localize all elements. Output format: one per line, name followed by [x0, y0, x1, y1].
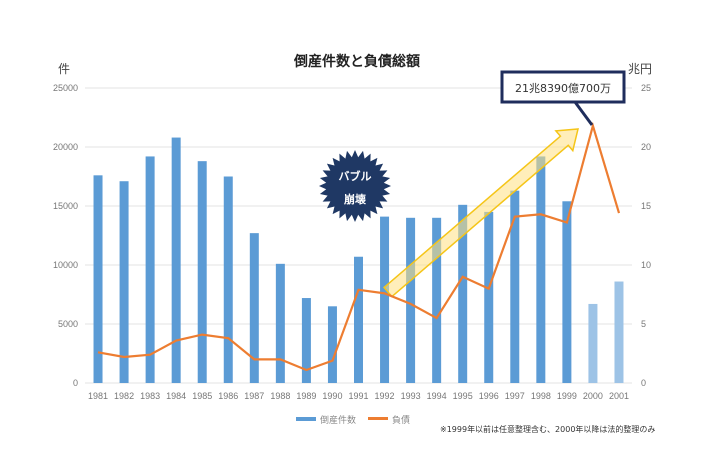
- y-right-tick-label: 10: [641, 260, 651, 270]
- bar-1993: [406, 217, 416, 383]
- y-left-tick-label: 5000: [58, 319, 78, 329]
- chart-title: 倒産件数と負債総額: [293, 53, 420, 70]
- x-tick-label: 1991: [348, 391, 368, 401]
- bar-1994: [432, 217, 442, 383]
- bar-1999: [562, 201, 572, 383]
- y-left-tick-label: 15000: [53, 201, 78, 211]
- x-tick-label: 1981: [88, 391, 108, 401]
- x-tick-label: 2001: [609, 391, 629, 401]
- x-tick-label: 1985: [192, 391, 212, 401]
- legend-label-bars: 倒産件数: [320, 414, 356, 426]
- bar-1981: [93, 175, 103, 383]
- x-tick-label: 1987: [244, 391, 264, 401]
- x-tick-label: 1996: [479, 391, 499, 401]
- x-tick-label: 1994: [427, 391, 447, 401]
- y-left-tick-label: 10000: [53, 260, 78, 270]
- callout: 21兆8390億700万: [500, 70, 626, 126]
- bar-1986: [223, 176, 233, 383]
- bar-1998: [536, 156, 546, 383]
- x-tick-label: 1990: [322, 391, 342, 401]
- y-right-tick-label: 5: [641, 319, 646, 329]
- x-tick-label: 1992: [375, 391, 395, 401]
- x-tick-label: 1983: [140, 391, 160, 401]
- bar-1982: [119, 181, 129, 383]
- y-left-tick-label: 20000: [53, 142, 78, 152]
- callout-text: 21兆8390億700万: [515, 82, 611, 95]
- y-right-tick-label: 0: [641, 378, 646, 388]
- y-right-tick-label: 15: [641, 201, 651, 211]
- x-tick-label: 2000: [583, 391, 603, 401]
- x-tick-label: 1995: [453, 391, 473, 401]
- trend-arrow: [383, 128, 579, 298]
- right-axis-label: 兆円: [628, 62, 652, 76]
- y-right-tick-label: 20: [641, 142, 651, 152]
- bar-1983: [145, 156, 155, 383]
- burst-text-1: バブル: [339, 169, 372, 183]
- bar-1987: [249, 233, 259, 383]
- legend-swatch-line: [368, 417, 388, 420]
- bar-1995: [458, 204, 468, 383]
- x-tick-label: 1993: [401, 391, 421, 401]
- y-right-tick-label: 25: [641, 83, 651, 93]
- bar-1997: [510, 190, 520, 383]
- legend-swatch-bars: [296, 417, 316, 421]
- bar-1988: [275, 263, 285, 383]
- bar-2001: [614, 281, 624, 383]
- x-tick-label: 1989: [296, 391, 316, 401]
- y-left-tick-label: 25000: [53, 83, 78, 93]
- x-tick-label: 1988: [270, 391, 290, 401]
- bar-1985: [197, 161, 207, 383]
- bar-1989: [301, 298, 311, 383]
- x-tick-label: 1984: [166, 391, 186, 401]
- bar-1992: [380, 216, 390, 383]
- starburst-badge: [319, 150, 391, 222]
- left-axis-label: 件: [58, 62, 70, 76]
- burst-text-2: 崩壊: [344, 192, 367, 206]
- x-tick-label: 1998: [531, 391, 551, 401]
- x-tick-label: 1999: [557, 391, 577, 401]
- callout-box: [500, 70, 626, 104]
- bar-1984: [171, 137, 181, 383]
- bar-2000: [588, 303, 598, 383]
- bar-1990: [327, 306, 337, 383]
- x-tick-label: 1986: [218, 391, 238, 401]
- legend-label-line: 負債: [392, 414, 410, 426]
- callout-pointer: [573, 101, 594, 126]
- y-left-tick-label: 0: [73, 378, 78, 388]
- bar-1991: [354, 256, 363, 383]
- x-tick-label: 1982: [114, 391, 134, 401]
- x-tick-label: 1997: [505, 391, 525, 401]
- legend: 倒産件数 負債: [296, 414, 410, 426]
- bar-1996: [484, 211, 494, 383]
- footnote: ※1999年以前は任意整理含む、2000年以降は法的整理のみ: [440, 424, 655, 434]
